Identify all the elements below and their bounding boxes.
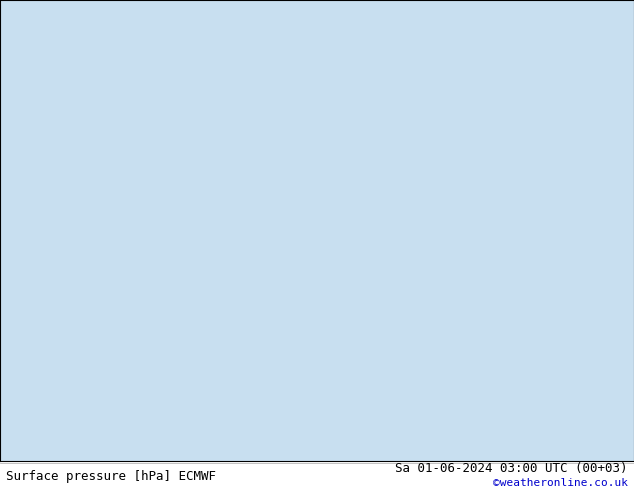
Text: Sa 01-06-2024 03:00 UTC (00+03): Sa 01-06-2024 03:00 UTC (00+03) (395, 462, 628, 475)
Text: Surface pressure [hPa] ECMWF: Surface pressure [hPa] ECMWF (6, 469, 216, 483)
Text: ©weatheronline.co.uk: ©weatheronline.co.uk (493, 478, 628, 488)
